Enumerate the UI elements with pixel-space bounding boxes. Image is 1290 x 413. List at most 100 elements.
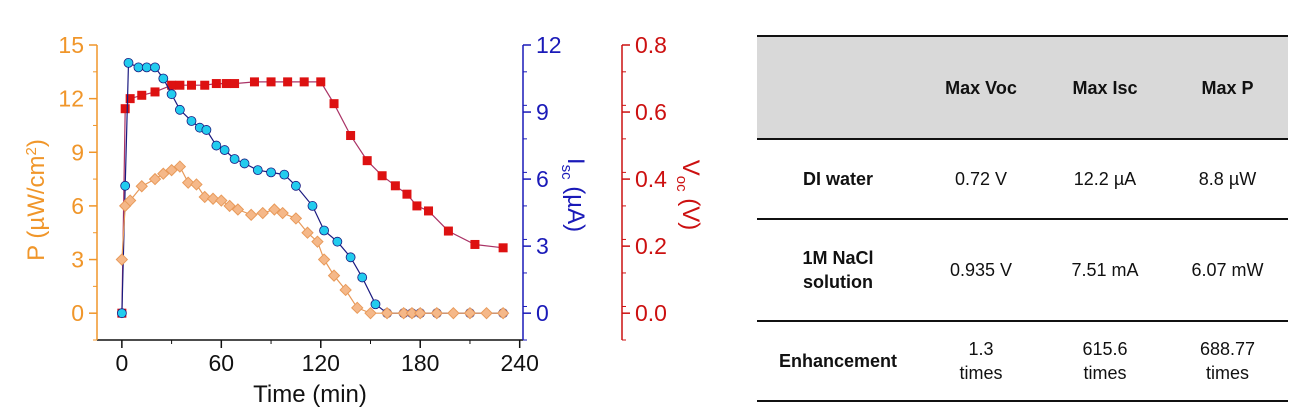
series-line-p	[121, 165, 504, 314]
voc-point	[137, 90, 147, 100]
cell-voc: 1.3 times	[959, 339, 1003, 383]
isc-point	[141, 62, 152, 73]
p-point	[190, 178, 203, 191]
voc-point	[316, 77, 326, 87]
voc-point	[249, 77, 259, 87]
p-point	[215, 194, 228, 207]
voc-point	[377, 171, 387, 181]
voc-point	[125, 94, 135, 104]
x-tick-label: 120	[302, 350, 340, 376]
isc-point	[166, 89, 177, 100]
p-point	[430, 306, 444, 320]
p-point	[289, 212, 303, 225]
p-point	[351, 301, 364, 315]
voc-point	[470, 239, 480, 249]
voc-point	[498, 243, 508, 253]
p-point	[231, 203, 245, 216]
voc-point	[412, 201, 422, 211]
isc-point	[252, 165, 263, 176]
isc-point	[279, 169, 290, 180]
comparison-table: Max Voc Max Isc Max P DI water 0.72 V 12…	[757, 35, 1288, 402]
cell-p: 8.8 µW	[1198, 169, 1257, 189]
voc-point	[402, 189, 412, 199]
y-tick-label-isc: 3	[536, 233, 549, 259]
voc-point	[424, 206, 434, 216]
y-tick-label-voc: 0.6	[635, 99, 667, 125]
axes-layer: 0 60 120 180 240 0 3 6 9 12 15 0 3 6 9 12 0.0 0.2 0.4 0.6 0.…	[58, 32, 667, 376]
isc-point	[201, 125, 212, 135]
isc-point	[219, 145, 230, 155]
isc-point	[345, 252, 356, 263]
p-point	[157, 167, 170, 180]
p-point	[380, 306, 394, 320]
y-tick-label-p: 0	[71, 300, 84, 326]
y-axis-label-isc: Isc (µA)	[558, 158, 589, 232]
isc-point	[370, 299, 381, 310]
isc-point	[120, 180, 131, 191]
y-tick-label-isc: 6	[536, 166, 549, 192]
y-axis-label-voc: Voc (V)	[673, 160, 704, 231]
isc-point	[229, 154, 240, 164]
x-tick-label: 240	[500, 350, 538, 376]
series-layer	[115, 57, 510, 320]
isc-point	[266, 167, 276, 178]
p-point	[165, 163, 178, 177]
y-tick-label-isc: 12	[536, 32, 562, 58]
isc-point	[307, 201, 318, 211]
isc-point	[239, 158, 250, 169]
voc-point	[211, 79, 221, 89]
cell-voc: 0.72 V	[954, 169, 1008, 189]
table-row: DI water 0.72 V 12.2 µA 8.8 µW	[757, 140, 1288, 220]
p-point	[268, 203, 281, 216]
isc-point	[357, 272, 368, 283]
cell-p: 688.77 times	[1199, 339, 1256, 383]
p-point	[244, 208, 258, 222]
voc-point	[346, 131, 356, 141]
p-point	[148, 172, 162, 186]
p-point	[115, 253, 129, 266]
p-point	[198, 190, 211, 204]
p-point	[206, 192, 220, 205]
header-cell-max-isc: Max Isc	[1072, 77, 1138, 98]
p-point	[223, 199, 236, 213]
header-cell-max-voc: Max Voc	[945, 77, 1017, 98]
voc-point	[299, 77, 309, 87]
y-tick-label-p: 3	[71, 247, 84, 273]
x-tick-label: 0	[115, 350, 128, 376]
table-header-row: Max Voc Max Isc Max P	[757, 35, 1288, 140]
voc-point	[186, 80, 196, 90]
p-point	[181, 176, 195, 189]
y-tick-label-p: 6	[71, 193, 84, 219]
voc-point	[266, 77, 276, 87]
p-point	[397, 306, 410, 320]
table-row: 1M NaCl solution 0.935 V 7.51 mA 6.07 mW	[757, 220, 1288, 322]
y-tick-label-voc: 0.2	[635, 233, 667, 259]
voc-point	[362, 156, 372, 166]
series-line-isc	[121, 61, 504, 314]
y-tick-label-isc: 0	[536, 300, 549, 326]
p-point	[414, 306, 427, 320]
isc-point	[158, 73, 169, 84]
voc-point	[167, 80, 177, 90]
voc-point	[443, 226, 453, 236]
p-point	[123, 194, 137, 207]
y-tick-label-p: 15	[58, 32, 84, 58]
cell-voc: 0.935 V	[949, 260, 1013, 280]
header-cell-max-p: Max P	[1201, 77, 1254, 98]
row-label: DI water	[802, 169, 874, 189]
p-point	[364, 306, 377, 320]
cell-isc: 12.2 µA	[1073, 169, 1137, 189]
p-point	[135, 180, 148, 193]
voc-point	[390, 181, 400, 191]
cell-p: 6.07 mW	[1191, 260, 1264, 280]
p-point	[496, 306, 510, 320]
series-line-voc	[121, 81, 504, 314]
isc-point	[116, 308, 127, 319]
y-tick-label-p: 12	[58, 86, 84, 112]
isc-point	[133, 62, 144, 73]
voc-point	[329, 99, 339, 109]
isc-point	[319, 225, 329, 236]
p-point	[301, 226, 314, 239]
p-point	[276, 206, 289, 220]
y-axis-label-p: P (µW/cm2)	[23, 139, 50, 261]
